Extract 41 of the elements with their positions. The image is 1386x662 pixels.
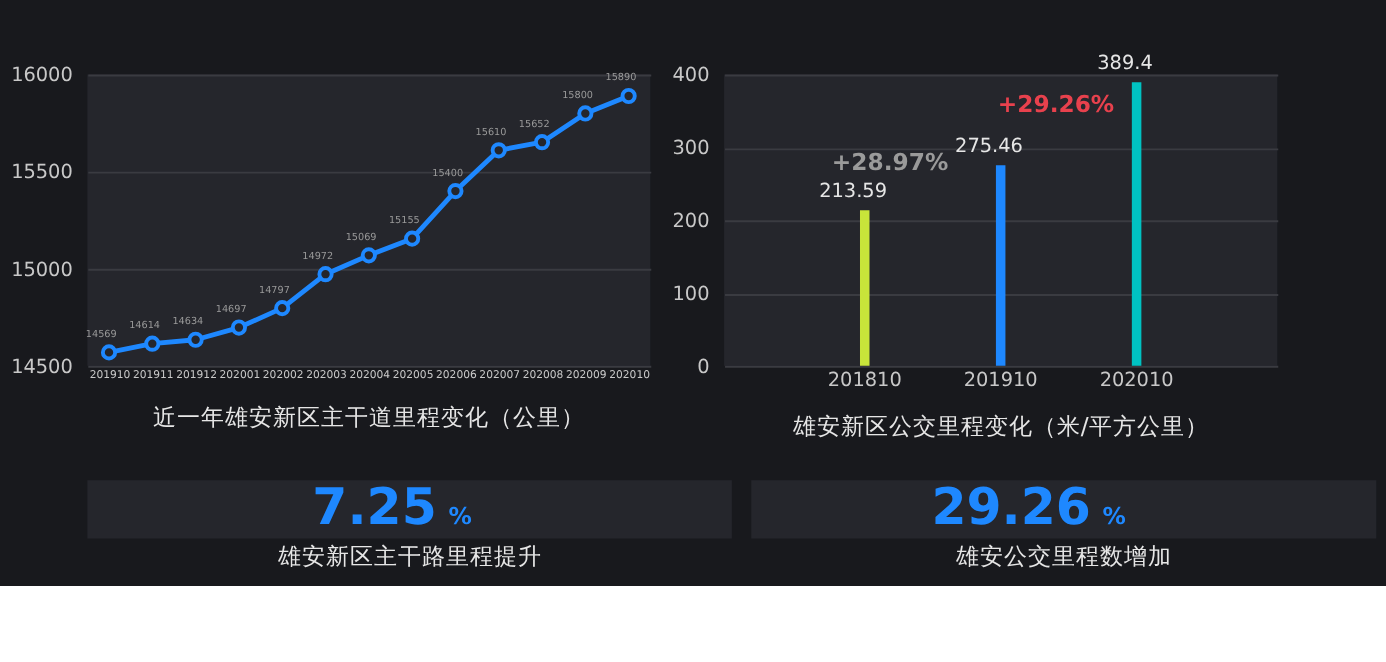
point <box>317 266 334 283</box>
point <box>360 247 377 264</box>
y-tick-label: 0 <box>697 356 710 379</box>
text: 近一年雄安新区主干道里程变化（公里） <box>152 403 585 431</box>
y-tick-label: 300 <box>672 138 710 161</box>
annotation: +28.97% <box>831 147 949 176</box>
text: 雄安新区公交里程变化（米/平方公里） <box>790 411 1209 440</box>
point <box>100 344 118 361</box>
x-tick-label: 201810 <box>827 370 902 393</box>
text: % <box>1102 502 1127 530</box>
point <box>230 319 247 336</box>
y-tick-label: 200 <box>672 211 710 233</box>
point <box>577 105 594 122</box>
point <box>490 142 507 159</box>
annotation: +29.26% <box>997 89 1115 118</box>
data-label: 389.4 <box>1097 52 1153 75</box>
y-tick-label: 16000 <box>11 65 73 88</box>
bar <box>859 210 870 366</box>
y-tick-label: 400 <box>672 65 710 88</box>
point <box>274 300 291 317</box>
y-tick-label: 100 <box>672 283 710 306</box>
point <box>620 87 637 105</box>
point <box>447 183 464 200</box>
point <box>533 134 551 151</box>
data-label: 213.59 <box>819 180 888 203</box>
bar <box>995 165 1006 366</box>
text: 29.26 <box>931 478 1091 536</box>
text: 雄安公交里程数增加 <box>953 541 1172 570</box>
data-label: 275.46 <box>955 135 1023 158</box>
y-tick-label: 15000 <box>11 259 73 282</box>
point <box>404 230 421 247</box>
point <box>144 335 161 352</box>
y-tick-label: 15500 <box>11 162 73 185</box>
point <box>187 331 204 348</box>
text: 7.25 <box>312 478 437 536</box>
text: % <box>448 502 473 530</box>
x-tick-label: 201910 <box>963 370 1038 393</box>
text: 雄安新区主干路里程提升 <box>275 541 542 570</box>
y-tick-label: 14500 <box>11 356 73 379</box>
x-tick-label: 202010 <box>1099 370 1174 393</box>
bar <box>1131 82 1142 366</box>
